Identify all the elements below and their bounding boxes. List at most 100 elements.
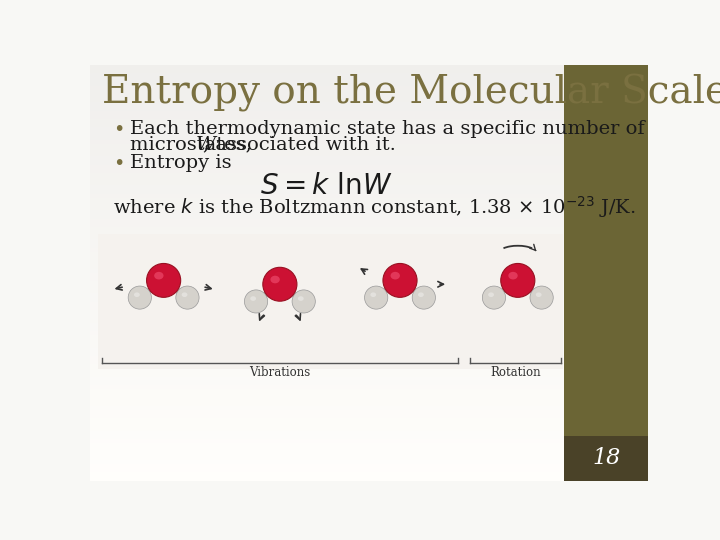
Bar	[90, 106, 564, 111]
Bar	[90, 177, 564, 181]
Text: •: •	[113, 154, 125, 173]
Bar	[90, 360, 564, 364]
Bar	[90, 298, 564, 302]
Bar	[90, 418, 564, 422]
Circle shape	[147, 264, 181, 298]
Bar	[90, 194, 564, 198]
Bar	[90, 144, 564, 148]
Bar	[90, 265, 564, 268]
Bar	[90, 77, 564, 82]
Bar	[90, 160, 564, 165]
Bar	[90, 327, 564, 331]
Bar	[90, 273, 564, 277]
Bar	[90, 447, 564, 451]
Bar	[90, 368, 564, 373]
Bar	[90, 244, 564, 248]
Bar	[90, 268, 564, 273]
Bar	[90, 281, 564, 285]
Ellipse shape	[390, 272, 400, 280]
Bar	[90, 114, 564, 119]
Bar	[90, 443, 564, 447]
Bar	[90, 335, 564, 339]
Ellipse shape	[370, 292, 376, 297]
Bar	[90, 98, 564, 102]
Bar	[90, 389, 564, 393]
Ellipse shape	[536, 292, 541, 297]
Bar	[90, 152, 564, 156]
Bar	[90, 127, 564, 131]
Bar	[90, 397, 564, 402]
Bar	[90, 406, 564, 410]
Bar	[90, 82, 564, 85]
Text: where $k$ is the Boltzmann constant, 1.38 $\times$ 10$^{-23}$ J/K.: where $k$ is the Boltzmann constant, 1.3…	[113, 194, 636, 220]
Bar	[90, 373, 564, 377]
Bar	[90, 431, 564, 435]
Text: Entropy on the Molecular Scale: Entropy on the Molecular Scale	[102, 74, 720, 112]
Bar	[90, 435, 564, 439]
Bar	[90, 293, 564, 298]
Bar	[90, 148, 564, 152]
Text: Rotation: Rotation	[490, 366, 541, 379]
Ellipse shape	[271, 276, 280, 284]
Bar	[90, 223, 564, 227]
Bar	[90, 339, 564, 343]
Bar	[90, 69, 564, 73]
Text: Entropy is: Entropy is	[130, 154, 232, 172]
Ellipse shape	[181, 292, 187, 297]
Bar	[90, 260, 564, 265]
Bar	[90, 227, 564, 231]
Bar	[90, 422, 564, 427]
Bar	[90, 119, 564, 123]
Bar	[90, 302, 564, 306]
Bar	[90, 219, 564, 223]
Bar	[90, 348, 564, 352]
Bar	[90, 310, 564, 314]
Text: •: •	[113, 120, 125, 139]
Text: , associated with it.: , associated with it.	[203, 136, 396, 154]
Bar	[90, 202, 564, 206]
Bar	[90, 65, 564, 69]
Circle shape	[413, 286, 436, 309]
Bar	[90, 131, 564, 136]
Bar	[90, 206, 564, 211]
Circle shape	[128, 286, 151, 309]
Text: microstates,: microstates,	[130, 136, 258, 154]
Bar	[90, 94, 564, 98]
Bar	[90, 111, 564, 114]
Ellipse shape	[418, 292, 424, 297]
Circle shape	[263, 267, 297, 301]
Bar	[90, 165, 564, 168]
Ellipse shape	[488, 292, 494, 297]
Bar	[90, 289, 564, 294]
Bar	[90, 256, 564, 260]
Bar	[90, 414, 564, 418]
Circle shape	[482, 286, 505, 309]
Bar	[90, 314, 564, 319]
Bar	[90, 169, 564, 173]
Bar	[90, 252, 564, 256]
Text: $S = k\ \mathrm{ln}W$: $S = k\ \mathrm{ln}W$	[260, 173, 392, 200]
Bar	[90, 331, 564, 335]
Bar	[90, 451, 564, 456]
Ellipse shape	[154, 272, 163, 280]
Bar	[90, 73, 564, 77]
Bar	[90, 393, 564, 397]
Bar	[90, 277, 564, 281]
Bar	[90, 402, 564, 406]
Bar	[90, 102, 564, 106]
Bar	[90, 410, 564, 414]
Bar	[90, 173, 564, 177]
Bar	[90, 214, 564, 219]
Bar	[90, 476, 564, 481]
Text: W: W	[195, 136, 215, 154]
Bar	[90, 306, 564, 310]
Bar	[90, 472, 564, 476]
Text: Vibrations: Vibrations	[249, 366, 310, 379]
Bar	[90, 235, 564, 239]
Bar	[90, 248, 564, 252]
Bar	[90, 285, 564, 289]
Bar	[90, 85, 564, 90]
Bar	[90, 156, 564, 160]
Bar	[90, 239, 564, 244]
Bar	[90, 356, 564, 360]
